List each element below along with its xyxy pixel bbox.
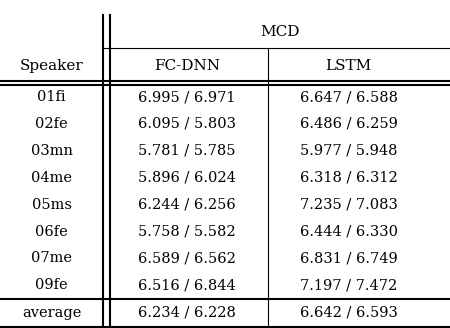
Text: 7.197 / 7.472: 7.197 / 7.472 [300,278,397,292]
Text: 5.896 / 6.024: 5.896 / 6.024 [138,171,236,185]
Text: 6.318 / 6.312: 6.318 / 6.312 [300,171,398,185]
Text: 03mn: 03mn [31,144,73,158]
Text: average: average [22,306,81,320]
Text: 09fe: 09fe [36,278,68,292]
Text: 01fi: 01fi [37,90,66,104]
Text: 07me: 07me [31,252,72,265]
Text: 06fe: 06fe [36,225,68,238]
Text: 6.995 / 6.971: 6.995 / 6.971 [138,90,235,104]
Text: LSTM: LSTM [326,59,372,73]
Text: 7.235 / 7.083: 7.235 / 7.083 [300,198,398,212]
Text: 5.781 / 5.785: 5.781 / 5.785 [138,144,235,158]
Text: 6.647 / 6.588: 6.647 / 6.588 [300,90,398,104]
Text: FC-DNN: FC-DNN [154,59,220,73]
Text: 6.486 / 6.259: 6.486 / 6.259 [300,117,398,131]
Text: 6.589 / 6.562: 6.589 / 6.562 [138,252,236,265]
Text: 5.977 / 5.948: 5.977 / 5.948 [300,144,397,158]
Text: 6.831 / 6.749: 6.831 / 6.749 [300,252,398,265]
Text: 6.642 / 6.593: 6.642 / 6.593 [300,306,398,320]
Text: 6.516 / 6.844: 6.516 / 6.844 [138,278,236,292]
Text: MCD: MCD [261,25,300,39]
Text: 6.095 / 5.803: 6.095 / 5.803 [138,117,236,131]
Text: 6.234 / 6.228: 6.234 / 6.228 [138,306,236,320]
Text: 04me: 04me [31,171,72,185]
Text: 5.758 / 5.582: 5.758 / 5.582 [138,225,235,238]
Text: 6.244 / 6.256: 6.244 / 6.256 [138,198,236,212]
Text: 02fe: 02fe [36,117,68,131]
Text: 05ms: 05ms [32,198,72,212]
Text: 6.444 / 6.330: 6.444 / 6.330 [300,225,398,238]
Text: Speaker: Speaker [20,59,84,73]
